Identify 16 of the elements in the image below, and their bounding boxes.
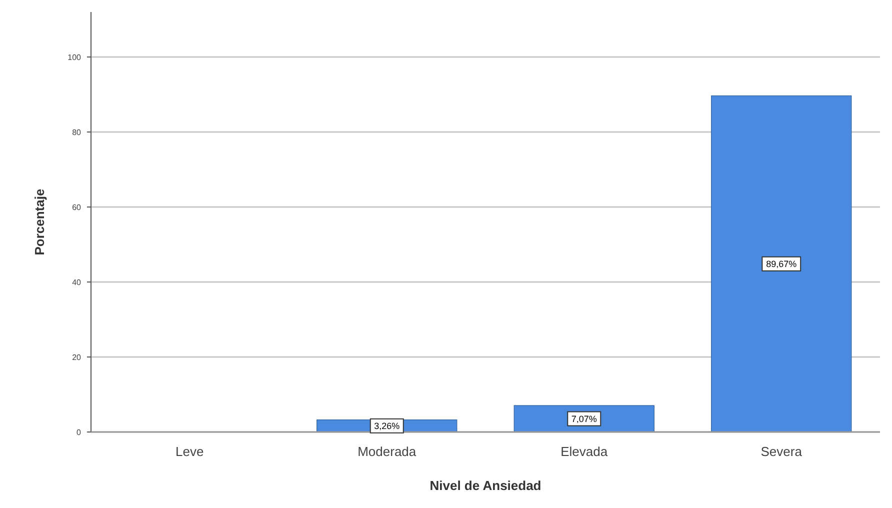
y-tick-label: 20 <box>72 352 82 362</box>
x-tick-label: Severa <box>760 444 803 459</box>
x-tick-label: Moderada <box>358 444 417 459</box>
data-label: 7,07% <box>571 414 597 424</box>
x-tick-label: Leve <box>176 444 204 459</box>
x-axis-title: Nivel de Ansiedad <box>430 478 542 493</box>
y-tick-label: 60 <box>72 202 82 212</box>
y-axis-title: Porcentaje <box>32 188 47 256</box>
data-label: 3,26% <box>374 421 400 432</box>
data-label: 89,67% <box>766 259 797 270</box>
bar <box>711 95 852 432</box>
y-tick-label: 80 <box>72 128 82 137</box>
y-tick-label: 0 <box>76 428 82 437</box>
x-tick-label: Elevada <box>560 444 608 459</box>
y-tick-label: 100 <box>68 52 82 62</box>
y-tick-label: 40 <box>72 278 82 287</box>
